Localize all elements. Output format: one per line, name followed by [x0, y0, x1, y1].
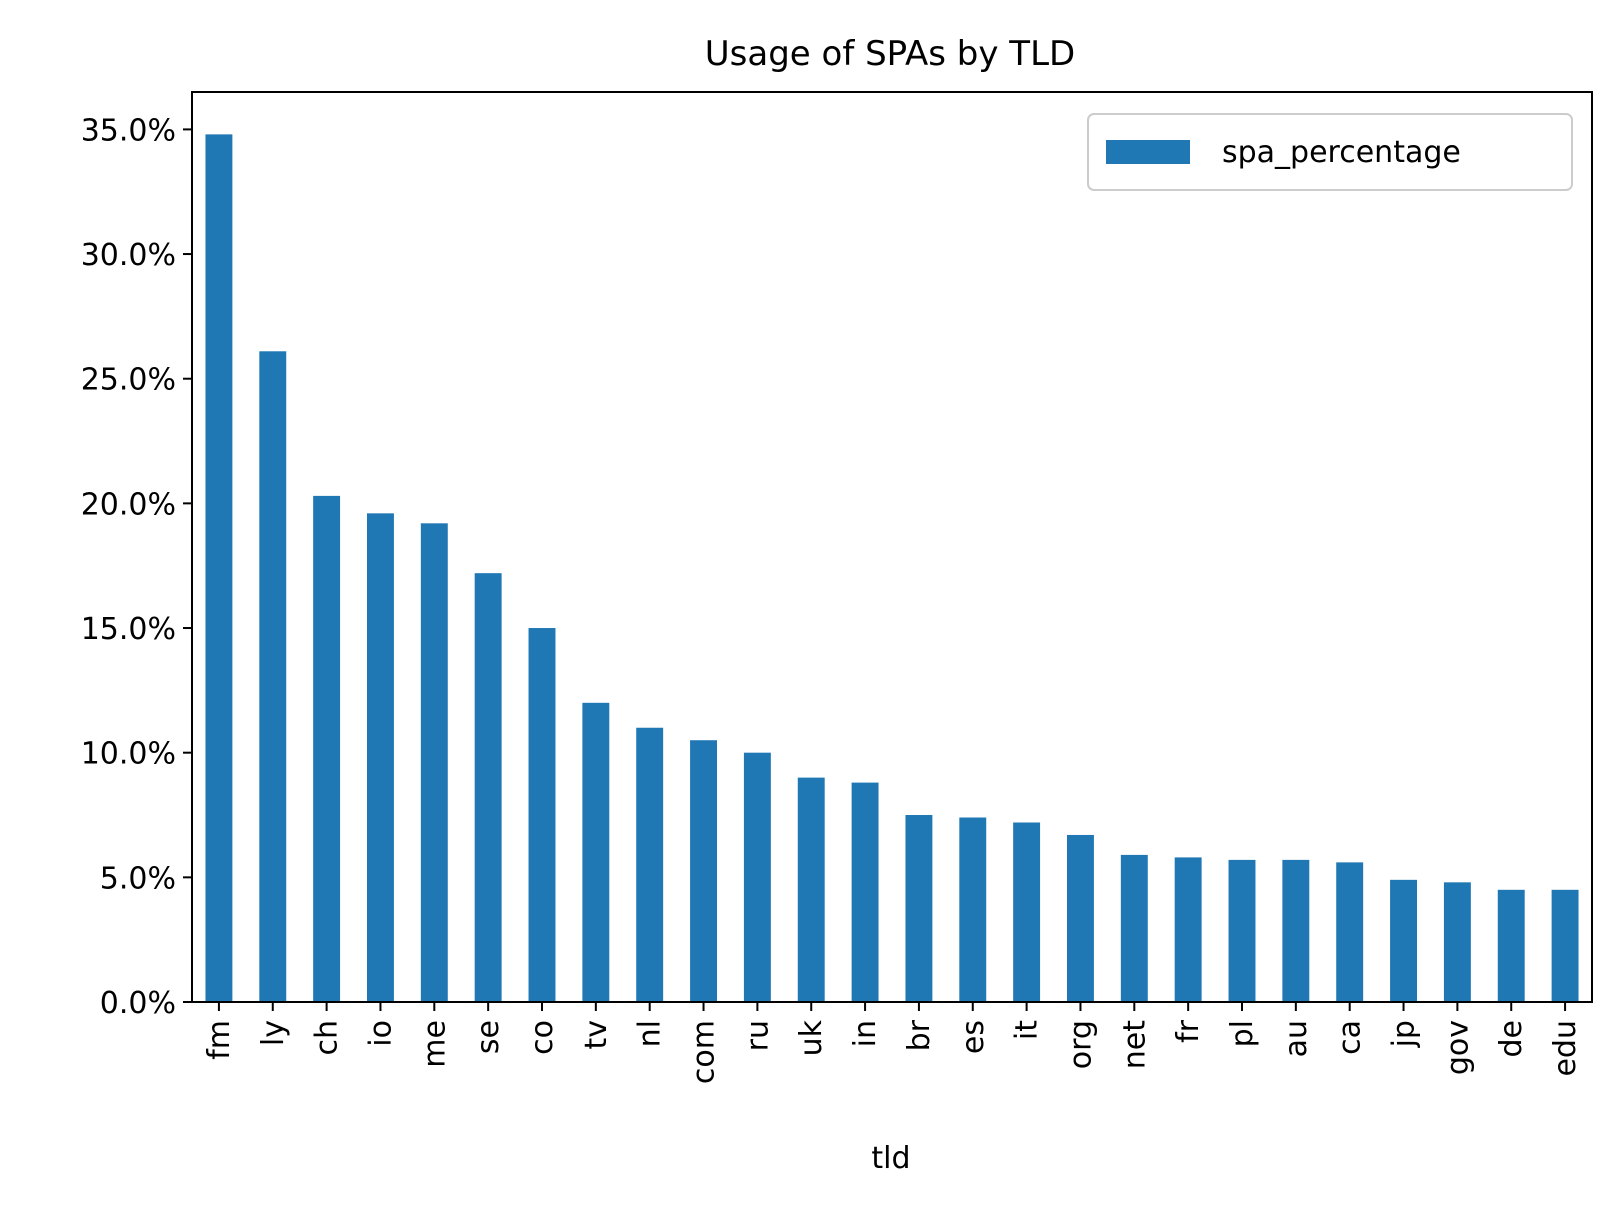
x-tick-label: uk — [794, 1019, 829, 1056]
bar-au — [1282, 859, 1310, 1002]
bar-fm — [205, 134, 233, 1002]
bar-co — [528, 628, 556, 1002]
legend-label: spa_percentage — [1222, 135, 1461, 170]
bar-io — [367, 513, 394, 1002]
x-tick-label: me — [417, 1020, 452, 1068]
bar-nl — [636, 727, 664, 1002]
bar-in — [851, 782, 879, 1002]
bar-it — [1013, 822, 1041, 1002]
y-tick-label: 35.0% — [81, 113, 176, 148]
y-tick-label: 25.0% — [81, 363, 176, 398]
bar-ru — [743, 752, 771, 1002]
x-tick-label: net — [1117, 1020, 1152, 1069]
x-tick-label: org — [1063, 1020, 1098, 1069]
x-tick-label: io — [363, 1020, 398, 1047]
y-tick-label: 0.0% — [100, 986, 176, 1021]
bar-ch — [313, 495, 341, 1002]
y-tick-label: 30.0% — [81, 238, 176, 273]
plot-frame — [191, 91, 1593, 1003]
bar-br — [905, 815, 933, 1002]
x-tick-label: jp — [1387, 1020, 1422, 1048]
bars-group — [205, 134, 1579, 1002]
x-tick-label: ly — [256, 1020, 291, 1046]
bar-net — [1120, 854, 1148, 1002]
x-tick-label: it — [1010, 1020, 1045, 1040]
bar-ca — [1336, 862, 1364, 1002]
bar-gov — [1443, 882, 1471, 1002]
x-tick-label: br — [902, 1019, 937, 1051]
bar-es — [959, 817, 987, 1002]
bar-com — [690, 740, 717, 1002]
bar-fr — [1174, 857, 1202, 1002]
x-tick-label: fm — [202, 1020, 237, 1060]
bar-jp — [1390, 879, 1417, 1002]
legend-swatch — [1106, 140, 1190, 164]
x-tick-label: ca — [1333, 1020, 1368, 1055]
bar-de — [1497, 889, 1525, 1002]
y-tick-label: 10.0% — [81, 737, 176, 772]
x-axis: fm ly ch io me se co tv nl com ru uk in br es it org net f… — [202, 1002, 1583, 1084]
x-tick-label: com — [687, 1020, 722, 1084]
x-tick-label: in — [848, 1020, 883, 1047]
bar-se — [474, 573, 502, 1002]
y-tick-label: 15.0% — [81, 612, 176, 647]
bar-me — [420, 523, 448, 1002]
legend-box — [1087, 113, 1573, 191]
x-tick-label: co — [525, 1020, 560, 1055]
x-tick-label: nl — [633, 1020, 668, 1047]
x-tick-label: de — [1494, 1020, 1529, 1058]
x-tick-label: ru — [740, 1020, 775, 1051]
bar-org — [1067, 834, 1094, 1002]
x-tick-label: se — [471, 1020, 506, 1054]
x-tick-label: tv — [579, 1020, 614, 1050]
x-tick-label: au — [1279, 1020, 1314, 1057]
bar-uk — [797, 777, 825, 1002]
bar-edu — [1551, 889, 1579, 1002]
chart-title: Usage of SPAs by TLD — [705, 34, 1075, 74]
x-tick-label: ch — [310, 1020, 345, 1056]
x-tick-label: edu — [1548, 1020, 1583, 1077]
y-axis: 0.0% 5.0% 10.0% 15.0% 20.0% 25.0% 30.0% 35.0% — [81, 113, 192, 1021]
x-tick-label: gov — [1440, 1020, 1475, 1075]
x-tick-label: pl — [1225, 1020, 1260, 1047]
x-tick-label: es — [956, 1020, 991, 1054]
y-tick-label: 5.0% — [100, 861, 176, 896]
bar-tv — [582, 702, 610, 1002]
y-tick-label: 20.0% — [81, 487, 176, 522]
x-axis-label: tld — [871, 1141, 910, 1176]
x-tick-label: fr — [1171, 1019, 1206, 1043]
legend: spa_percentage — [1087, 113, 1573, 191]
bar-ly — [259, 351, 287, 1002]
bar-pl — [1228, 859, 1256, 1002]
